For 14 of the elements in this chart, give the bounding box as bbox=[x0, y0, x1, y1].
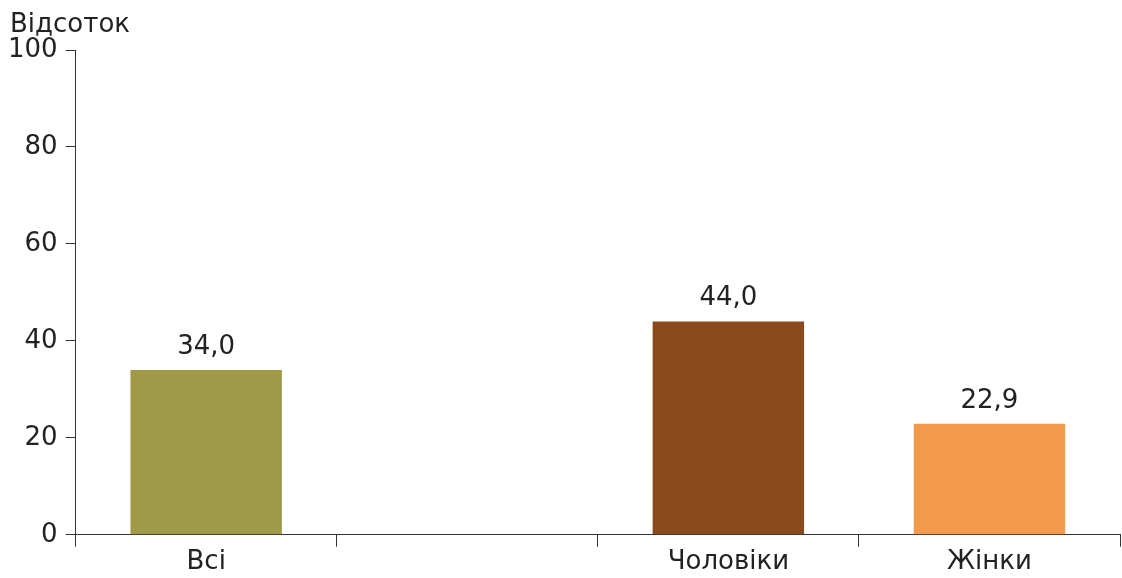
data-label: 34,0 bbox=[177, 329, 236, 360]
y-tick-label: 20 bbox=[24, 420, 58, 451]
x-tick-label: Жінки bbox=[947, 545, 1032, 576]
data-label: 22,9 bbox=[960, 383, 1019, 414]
y-tick-label: 40 bbox=[24, 323, 58, 354]
bar bbox=[652, 321, 805, 535]
x-tick-label: Всі bbox=[186, 545, 226, 576]
y-tick-label: 60 bbox=[24, 226, 58, 257]
data-label: 44,0 bbox=[699, 281, 758, 312]
y-tick-label: 0 bbox=[41, 517, 58, 548]
x-tick-label: Чоловіки bbox=[667, 545, 790, 576]
y-tick-label: 80 bbox=[24, 129, 58, 160]
bar bbox=[130, 369, 282, 535]
bar bbox=[913, 423, 1066, 535]
